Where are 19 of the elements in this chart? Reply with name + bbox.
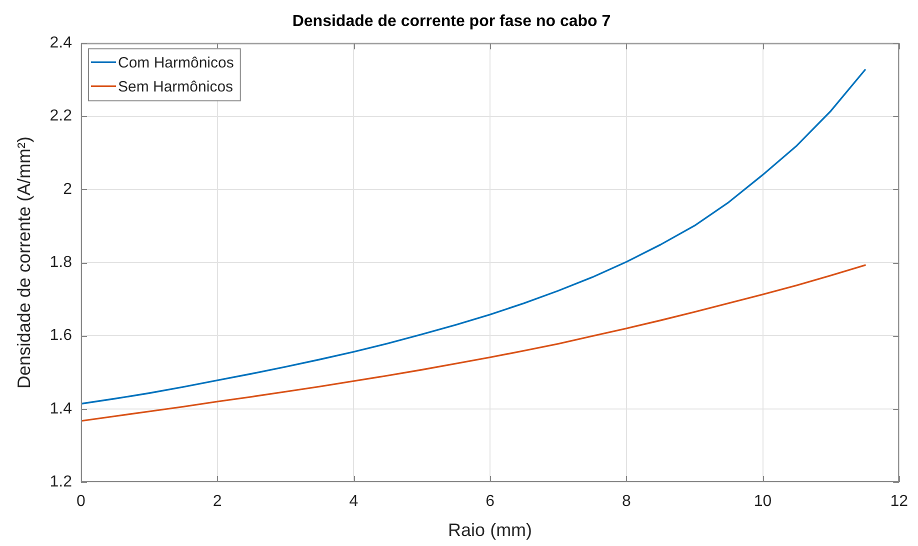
- y-axis-title: Densidade de corrente (A/mm²): [14, 136, 34, 389]
- y-tick-label: 1.2: [50, 473, 72, 490]
- legend-label: Sem Harmônicos: [118, 78, 234, 96]
- y-tick-label: 1.6: [50, 327, 72, 344]
- chart-title: Densidade de corrente por fase no cabo 7: [292, 13, 611, 30]
- y-tick-label: 1.8: [50, 254, 72, 272]
- x-tick-label: 2: [212, 493, 222, 510]
- y-tick-label: 2.4: [50, 34, 72, 52]
- y-tick-label: 1.4: [50, 400, 72, 418]
- x-tick-label: 0: [76, 493, 86, 510]
- legend-label: Com Harmônicos: [118, 54, 234, 72]
- x-tick-label: 8: [622, 493, 631, 510]
- x-tick-label: 10: [754, 493, 772, 510]
- x-tick-label: 12: [890, 493, 908, 510]
- x-tick-label: 6: [486, 493, 495, 510]
- y-tick-label: 2: [63, 180, 72, 198]
- x-axis-title: Raio (mm): [448, 520, 532, 540]
- y-tick-label: 2.2: [50, 108, 72, 125]
- x-tick-label: 4: [349, 493, 358, 510]
